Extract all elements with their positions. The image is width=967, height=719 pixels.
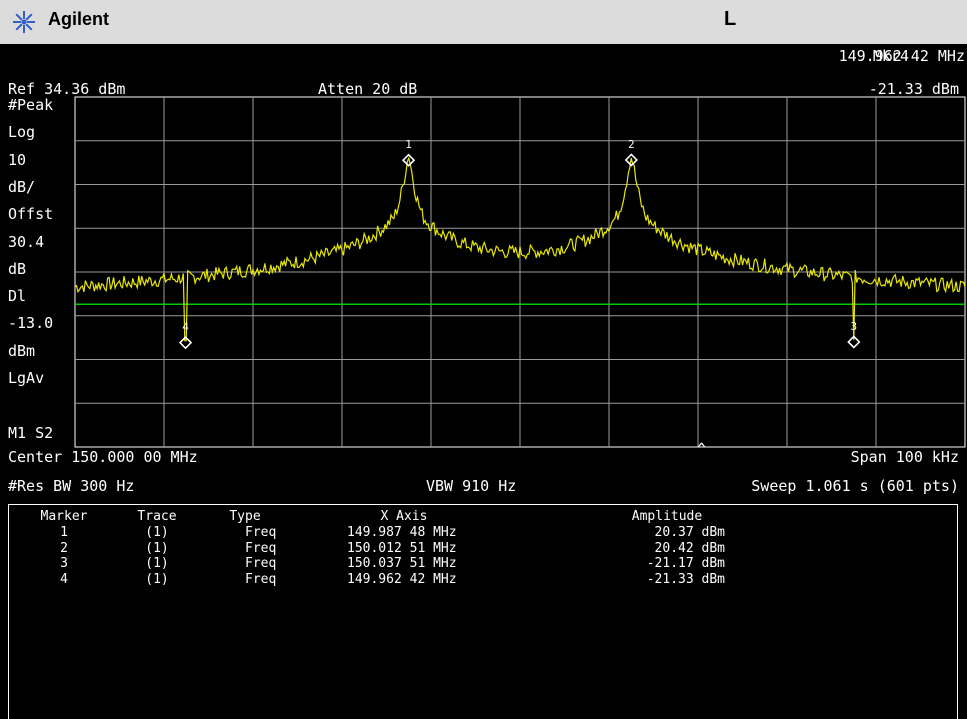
agilent-spark-logo-icon: [13, 11, 35, 33]
table-cell: Freq: [245, 540, 277, 556]
marker-1-diamond: [401, 153, 416, 167]
span: Span 100 kHz: [850, 448, 959, 466]
logo-ray: [25, 23, 33, 31]
table-header: Type: [229, 509, 261, 524]
resolution-bandwidth: #Res BW 300 Hz: [8, 477, 135, 495]
left-annotation: 10: [8, 150, 27, 169]
brand-name: Agilent: [48, 9, 109, 29]
table-cell: 3: [60, 556, 68, 571]
table-header: Amplitude: [631, 509, 703, 524]
logo-ray: [15, 23, 23, 31]
left-annotation: M1 S2: [8, 423, 54, 442]
table-header: Marker: [40, 509, 88, 524]
active-marker-amplitude: -21.33 dBm: [868, 80, 959, 98]
reference-level: Ref 34.36 dBm: [8, 80, 126, 98]
table-cell: 2: [60, 540, 68, 556]
sweep-time: Sweep 1.061 s (601 pts): [751, 477, 959, 495]
marker-table-panel: Marker Trace Type X Axis Amplitude 1 (1) Freq 14…: [8, 504, 958, 719]
graticule: [75, 97, 965, 447]
left-annotation: Offst: [8, 205, 54, 224]
attenuation: Atten 20 dB: [318, 80, 418, 98]
logo-ray: [25, 13, 33, 21]
table-cell: 149.962 42 MHz: [347, 571, 457, 587]
marker-4-label: 4: [182, 321, 189, 334]
table-header: X Axis: [380, 509, 428, 524]
table-cell: 150.012 51 MHz: [347, 540, 457, 556]
table-cell: -21.33 dBm: [646, 571, 725, 587]
left-annotation: dB: [8, 259, 27, 278]
markers: 1 2 3 4: [178, 138, 861, 350]
table-cell: (1): [145, 540, 169, 556]
table-cell: Freq: [245, 556, 277, 571]
table-header: Trace: [137, 509, 177, 524]
table-cell: (1): [145, 571, 169, 587]
video-bandwidth: VBW 910 Hz: [426, 477, 517, 495]
left-annotation: LgAv: [8, 369, 45, 387]
left-annotation: 30.4: [8, 232, 45, 251]
logo-ray: [15, 13, 23, 21]
active-marker-frequency: 149.962 42 MHz: [838, 47, 965, 65]
trace-1: [74, 156, 966, 342]
center-frequency: Center 150.000 00 MHz: [8, 448, 198, 466]
table-cell: Freq: [245, 525, 277, 540]
table-cell: (1): [145, 525, 169, 540]
status-indicator: L: [724, 8, 737, 30]
center-caret: ^: [697, 440, 707, 458]
table-cell: 20.37 dBm: [654, 525, 725, 540]
table-cell: (1): [145, 556, 169, 571]
table-cell: 150.037 51 MHz: [347, 556, 457, 571]
left-annotation: Dl: [8, 287, 27, 306]
table-cell: 20.42 dBm: [654, 540, 725, 556]
table-cell: -21.17 dBm: [646, 556, 725, 571]
marker-4-diamond: [178, 336, 193, 350]
marker-1-label: 1: [405, 138, 412, 151]
table-cell: 1: [60, 525, 68, 540]
marker-3-label: 3: [851, 320, 858, 333]
marker-2-diamond: [624, 153, 638, 167]
active-marker-label: Mkr4: [872, 47, 909, 65]
left-annotation: -13.0: [8, 314, 54, 333]
title-bar: Agilent L: [0, 0, 967, 44]
left-annotation: dB/: [8, 177, 36, 196]
table-cell: Freq: [245, 571, 277, 587]
table-cell: 149.987 48 MHz: [347, 525, 457, 540]
left-annotation: dBm: [8, 341, 36, 360]
table-cell: 4: [60, 571, 68, 587]
marker-3-diamond: [847, 335, 861, 349]
left-annotation: #Peak: [8, 96, 54, 114]
left-annotation: Log: [8, 123, 36, 142]
marker-2-label: 2: [628, 138, 635, 151]
logo-center: [21, 19, 27, 25]
